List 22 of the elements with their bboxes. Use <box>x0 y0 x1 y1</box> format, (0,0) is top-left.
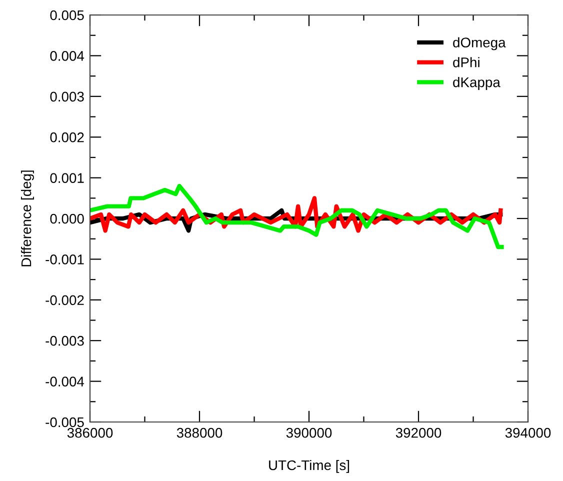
x-tick-label: 388000 <box>176 428 222 438</box>
x-tick-label: 390000 <box>286 428 332 438</box>
y-tick-label: 0.003 <box>50 92 84 102</box>
x-tick-label: 394000 <box>505 428 551 438</box>
y-axis-title: Difference [deg] <box>21 170 34 266</box>
y-tick-label: 0.002 <box>50 132 84 142</box>
legend-label: dPhi <box>453 57 480 68</box>
line-series <box>90 184 504 250</box>
legend-label: dOmega <box>453 37 506 50</box>
y-tick-label: -0.004 <box>46 376 84 386</box>
x-tick-label: 386000 <box>67 428 113 438</box>
y-tick-label: 0.004 <box>50 51 84 61</box>
y-tick-label: 0.000 <box>50 214 84 224</box>
y-tick-label: -0.002 <box>46 295 84 306</box>
y-tick-label: -0.005 <box>46 417 84 428</box>
y-tick-label: 0.005 <box>50 10 84 20</box>
x-tick-label: 392000 <box>396 428 442 438</box>
x-axis-title: UTC-Time [s] <box>269 460 350 473</box>
y-tick-label: -0.003 <box>46 336 84 346</box>
y-tick-label: 0.001 <box>50 173 84 183</box>
legend-label: dKappa <box>453 77 500 90</box>
y-tick-label: -0.001 <box>46 254 84 264</box>
